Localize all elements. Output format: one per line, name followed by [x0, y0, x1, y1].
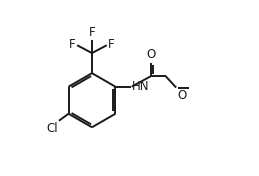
Text: F: F	[69, 38, 76, 51]
Text: HN: HN	[132, 80, 149, 93]
Text: F: F	[89, 26, 95, 39]
Text: F: F	[108, 38, 115, 51]
Text: O: O	[146, 48, 155, 61]
Text: O: O	[177, 89, 186, 102]
Text: Cl: Cl	[46, 122, 58, 136]
